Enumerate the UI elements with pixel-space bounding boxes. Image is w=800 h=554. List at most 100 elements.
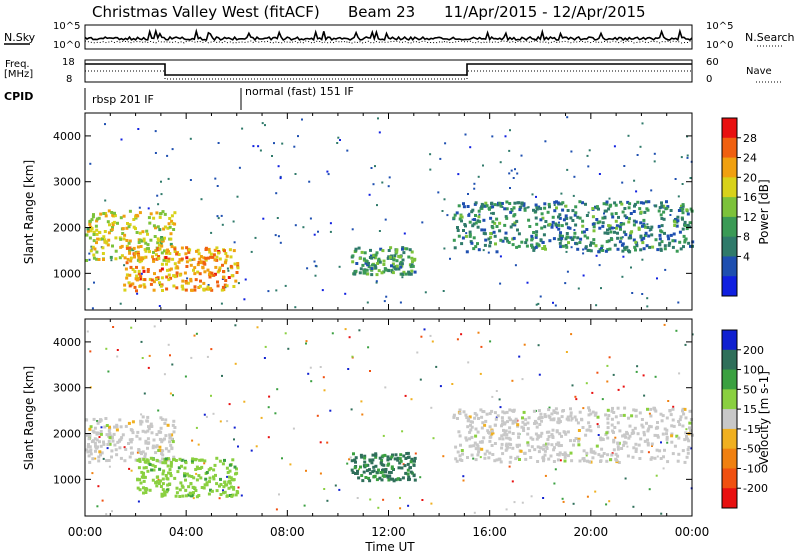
- cpid-segment-2: normal (fast) 151 IF: [245, 85, 354, 98]
- region-cell: [610, 226, 614, 230]
- region-cell: [362, 269, 366, 273]
- scatter-cell: [662, 467, 665, 470]
- region-cell: [627, 249, 630, 253]
- region-cell: [142, 458, 146, 461]
- region-cell: [125, 261, 129, 265]
- region-cell: [99, 212, 103, 216]
- region-cell: [163, 437, 166, 441]
- region-cell: [363, 454, 367, 458]
- region-cell: [506, 445, 509, 449]
- region-cell: [598, 436, 602, 440]
- region-cell: [550, 412, 554, 416]
- region-cell: [370, 461, 374, 465]
- region-cell: [472, 222, 476, 226]
- region-cell: [221, 285, 225, 289]
- region-cell: [542, 233, 546, 237]
- region-cell: [396, 456, 400, 460]
- region-cell: [410, 256, 414, 260]
- region-cell: [151, 458, 155, 461]
- region-cell: [97, 455, 101, 459]
- region-cell: [618, 225, 622, 229]
- region-cell: [598, 226, 602, 230]
- region-cell: [591, 215, 595, 219]
- region-cell: [143, 475, 147, 479]
- scatter-cell: [420, 335, 423, 338]
- region-cell: [118, 438, 122, 442]
- scatter-cell: [518, 355, 521, 358]
- region-cell: [460, 215, 464, 219]
- region-cell: [203, 262, 207, 266]
- region-cell: [488, 241, 492, 244]
- region-cell: [138, 458, 142, 462]
- colorbar-tick-label: -15: [743, 423, 761, 436]
- scatter-cell: [473, 511, 476, 514]
- region-cell: [386, 475, 390, 479]
- region-cell: [97, 258, 101, 261]
- time-axis-labels: 00:00 04:00 08:00 12:00 16:00 20:00 00:00: [68, 525, 710, 539]
- region-cell: [102, 440, 105, 444]
- region-cell: [374, 455, 378, 459]
- scatter-cell: [356, 497, 359, 499]
- region-cell: [125, 246, 129, 250]
- region-cell: [615, 224, 619, 228]
- region-cell: [398, 461, 402, 465]
- region-cell: [468, 437, 472, 441]
- region-cell: [533, 448, 537, 452]
- region-cell: [413, 459, 416, 463]
- region-cell: [491, 226, 495, 230]
- region-cell: [644, 231, 648, 235]
- scatter-cell: [339, 139, 341, 141]
- region-cell: [632, 238, 636, 242]
- region-cell: [627, 220, 631, 224]
- scatter-cell: [623, 165, 626, 167]
- region-cell: [667, 237, 671, 241]
- colorbar-swatch: [722, 349, 737, 371]
- scatter-cell: [241, 127, 244, 130]
- region-cell: [364, 476, 368, 479]
- scatter-cell: [89, 350, 92, 353]
- region-cell: [178, 488, 182, 492]
- scatter-cell: [535, 195, 537, 198]
- region-cell: [501, 437, 505, 441]
- region-cell: [124, 267, 128, 271]
- region-cell: [184, 488, 188, 492]
- region-cell: [538, 423, 542, 426]
- region-cell: [523, 208, 527, 212]
- region-cell: [231, 458, 235, 462]
- region-cell: [557, 237, 561, 241]
- region-cell: [603, 231, 607, 235]
- region-cell: [681, 227, 685, 231]
- region-cell: [691, 240, 695, 244]
- region-cell: [405, 247, 409, 251]
- region-cell: [537, 409, 541, 413]
- scatter-cell: [641, 293, 644, 295]
- region-cell: [472, 247, 476, 251]
- region-cell: [639, 234, 643, 238]
- region-cell: [506, 420, 509, 424]
- scatter-cell: [293, 145, 296, 148]
- scatter-cell: [641, 258, 644, 261]
- scatter-cell: [499, 161, 502, 164]
- region-cell: [606, 408, 610, 412]
- region-cell: [178, 273, 182, 277]
- region-cell: [391, 477, 394, 481]
- region-cell: [475, 413, 479, 417]
- region-cell: [551, 434, 555, 438]
- region-cell: [474, 447, 478, 451]
- region-cell: [197, 494, 201, 497]
- region-cell: [137, 466, 141, 470]
- region-cell: [395, 250, 399, 254]
- scatter-cell: [482, 164, 484, 167]
- region-cell: [460, 242, 464, 246]
- region-cell: [689, 429, 693, 433]
- region-cell: [513, 223, 517, 227]
- region-cell: [650, 442, 654, 446]
- scatter-cell: [559, 459, 562, 462]
- region-cell: [585, 228, 589, 231]
- region-cell: [616, 236, 620, 240]
- region-cell: [160, 494, 164, 498]
- scatter-cell: [499, 406, 502, 409]
- scatter-cell: [527, 206, 530, 209]
- region-cell: [163, 225, 167, 229]
- region-cell: [408, 466, 412, 470]
